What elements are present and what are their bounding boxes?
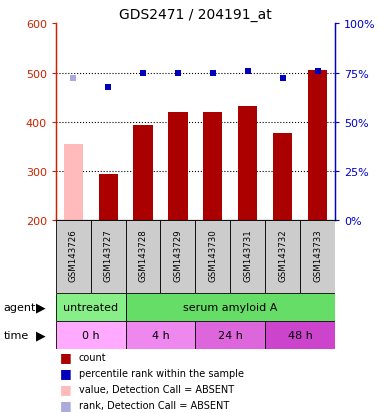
- Point: [70, 75, 76, 82]
- Text: GSM143730: GSM143730: [208, 229, 218, 282]
- Bar: [161, 221, 195, 293]
- Text: GSM143727: GSM143727: [104, 229, 113, 282]
- Bar: [99, 175, 118, 221]
- Text: ■: ■: [60, 399, 72, 411]
- Bar: [126, 221, 161, 293]
- Text: 48 h: 48 h: [288, 330, 313, 340]
- Text: value, Detection Call = ABSENT: value, Detection Call = ABSENT: [79, 384, 234, 394]
- Bar: [230, 221, 265, 293]
- Text: untreated: untreated: [63, 302, 118, 312]
- Point: [244, 69, 251, 75]
- Point: [210, 70, 216, 77]
- Text: GSM143726: GSM143726: [69, 229, 78, 282]
- Bar: [238, 107, 257, 221]
- Text: agent: agent: [4, 302, 36, 312]
- Text: 0 h: 0 h: [82, 330, 100, 340]
- Point: [280, 75, 286, 82]
- Title: GDS2471 / 204191_at: GDS2471 / 204191_at: [119, 8, 272, 22]
- Point: [315, 69, 321, 75]
- Bar: [300, 221, 335, 293]
- Bar: [273, 133, 292, 221]
- Bar: [134, 126, 152, 221]
- Point: [175, 70, 181, 77]
- Bar: [203, 113, 223, 221]
- Text: time: time: [4, 330, 29, 340]
- Text: ▶: ▶: [35, 328, 45, 342]
- Bar: [265, 321, 335, 349]
- Text: GSM143732: GSM143732: [278, 229, 287, 282]
- Bar: [126, 321, 195, 349]
- Bar: [56, 293, 126, 321]
- Text: ■: ■: [60, 382, 72, 396]
- Text: 24 h: 24 h: [218, 330, 243, 340]
- Bar: [168, 113, 187, 221]
- Bar: [308, 71, 327, 221]
- Bar: [265, 221, 300, 293]
- Bar: [126, 293, 335, 321]
- Text: GSM143733: GSM143733: [313, 229, 322, 282]
- Point: [140, 70, 146, 77]
- Bar: [56, 221, 91, 293]
- Bar: [64, 145, 83, 221]
- Text: GSM143731: GSM143731: [243, 229, 252, 282]
- Bar: [56, 321, 126, 349]
- Bar: [91, 221, 126, 293]
- Text: GSM143728: GSM143728: [139, 229, 147, 282]
- Text: ▶: ▶: [35, 300, 45, 313]
- Text: rank, Detection Call = ABSENT: rank, Detection Call = ABSENT: [79, 400, 229, 410]
- Bar: [195, 221, 230, 293]
- Bar: [195, 321, 265, 349]
- Text: GSM143729: GSM143729: [173, 229, 182, 282]
- Text: serum amyloid A: serum amyloid A: [183, 302, 278, 312]
- Text: ■: ■: [60, 351, 72, 363]
- Text: percentile rank within the sample: percentile rank within the sample: [79, 368, 244, 378]
- Point: [105, 85, 111, 91]
- Text: count: count: [79, 352, 107, 362]
- Text: ■: ■: [60, 366, 72, 380]
- Text: 4 h: 4 h: [152, 330, 169, 340]
